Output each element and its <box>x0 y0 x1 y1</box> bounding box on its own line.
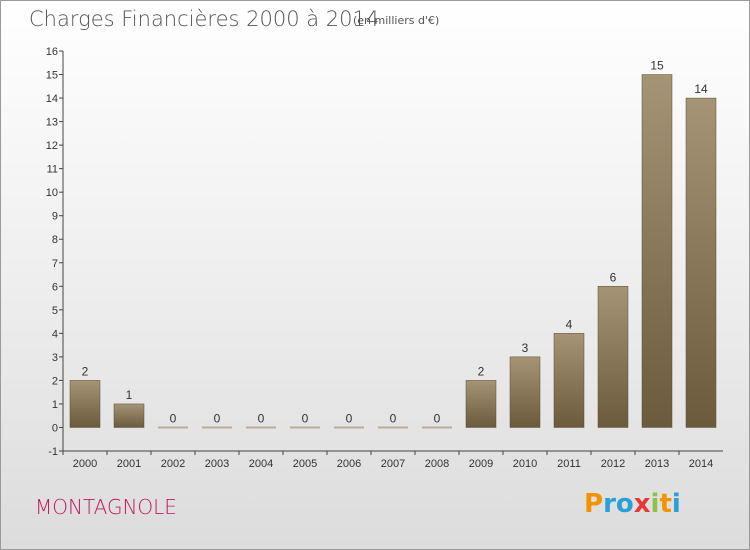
logo-letter: t <box>659 489 672 519</box>
data-label: 0 <box>346 411 353 425</box>
x-tick-label: 2006 <box>337 458 361 470</box>
x-tick-label: 2004 <box>249 458 273 470</box>
x-tick-label: 2000 <box>73 458 97 470</box>
y-tick-label: 12 <box>46 140 58 152</box>
x-tick-label: 2013 <box>645 458 669 470</box>
data-label: 0 <box>434 411 441 425</box>
data-label: 2 <box>82 364 89 378</box>
data-label: 6 <box>610 270 617 284</box>
x-tick-label: 2012 <box>601 458 625 470</box>
bar <box>553 333 585 428</box>
data-label: 14 <box>694 82 708 96</box>
chart-title: Charges Financières 2000 à 2014 <box>29 7 380 31</box>
data-label: 0 <box>258 411 265 425</box>
bar <box>509 356 541 428</box>
bar <box>158 426 188 429</box>
x-tick-label: 2003 <box>205 458 229 470</box>
y-tick-label: 14 <box>46 93 58 105</box>
bar <box>113 403 145 428</box>
logo-letter: i <box>650 489 660 519</box>
y-tick-label: 15 <box>46 70 58 82</box>
data-label: 1 <box>126 388 133 402</box>
y-tick-label: 2 <box>52 375 58 387</box>
bar <box>290 426 320 429</box>
x-tick-label: 2005 <box>293 458 317 470</box>
y-tick-label: 8 <box>52 234 58 246</box>
y-tick-label: 4 <box>52 328 58 340</box>
y-tick-label: -1 <box>48 446 58 458</box>
data-label: 3 <box>522 341 529 355</box>
bar <box>69 380 101 428</box>
y-tick-label: 3 <box>52 352 58 364</box>
x-tick-label: 2011 <box>557 458 581 470</box>
bar <box>334 426 364 429</box>
chart-subtitle: (en milliers d'€) <box>353 14 440 27</box>
x-tick-label: 2008 <box>425 458 449 470</box>
y-tick-label: 11 <box>47 164 58 176</box>
y-tick-label: 1 <box>52 399 58 411</box>
bar <box>685 97 717 428</box>
data-label: 0 <box>390 411 397 425</box>
bar <box>597 286 629 428</box>
data-label: 15 <box>650 59 664 73</box>
logo-letter: r <box>603 489 616 519</box>
y-tick-label: 13 <box>46 117 58 129</box>
data-label: 2 <box>478 364 485 378</box>
x-tick-label: 2007 <box>381 458 405 470</box>
bar <box>246 426 276 429</box>
y-tick-label: 16 <box>46 46 58 58</box>
x-tick-label: 2010 <box>513 458 537 470</box>
bar <box>422 426 452 429</box>
x-tick-label: 2001 <box>117 458 141 470</box>
y-tick-label: 0 <box>52 422 58 434</box>
data-label: 0 <box>214 411 221 425</box>
x-tick-label: 2014 <box>689 458 713 470</box>
logo-letter: x <box>633 489 651 519</box>
data-labels: 2 1 0 0 0 0 0 0 0 2 3 4 6 15 14 <box>82 59 708 426</box>
commune-name: MONTAGNOLE <box>35 495 177 519</box>
y-tick-label: 10 <box>46 187 58 199</box>
proxiti-logo: Proxiti <box>584 489 681 519</box>
data-label: 4 <box>566 317 573 331</box>
x-tick-label: 2009 <box>469 458 493 470</box>
y-tick-label: 9 <box>52 211 58 223</box>
bars <box>69 74 717 429</box>
y-tick-label: 7 <box>52 258 58 270</box>
bar <box>641 74 673 428</box>
y-tick-label: 5 <box>52 305 58 317</box>
logo-letter: i <box>671 489 681 519</box>
x-tick-label: 2002 <box>161 458 185 470</box>
data-label: 0 <box>170 411 177 425</box>
bar <box>378 426 408 429</box>
logo-letter: P <box>584 489 604 519</box>
bar <box>202 426 232 429</box>
data-label: 0 <box>302 411 309 425</box>
bar <box>465 380 497 428</box>
y-tick-label: 6 <box>52 281 58 293</box>
logo-letter: o <box>615 489 634 519</box>
